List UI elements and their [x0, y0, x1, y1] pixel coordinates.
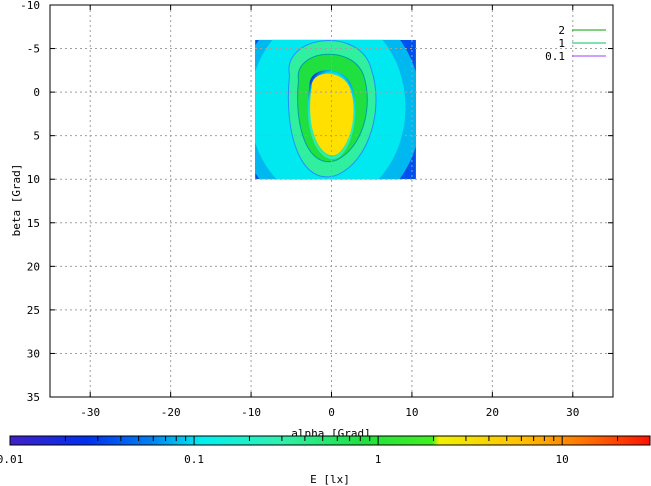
legend-label: 0.1 [545, 50, 565, 63]
y-tick-label: 15 [27, 217, 40, 230]
heatmap-cells [255, 39, 416, 180]
colorbar-label: E [lx] [310, 473, 350, 486]
axis-ticks: -30 -20 -10 0 10 20 30 -10 -5 0 5 10 15 20 25 30 35 [20, 0, 613, 419]
colorbar-tick-label: 0.1 [184, 453, 204, 466]
x-tick-label: 0 [328, 406, 335, 419]
y-tick-label: 20 [27, 260, 40, 273]
y-tick-label: -5 [27, 43, 40, 56]
colorbar: 0.01 0.1 1 10 [0, 435, 651, 466]
heatmap-layer [255, 39, 416, 180]
peak-region [310, 73, 354, 156]
colorbar-tick-label: 0.01 [0, 453, 23, 466]
legend-label: 1 [558, 37, 565, 50]
x-tick-label: -20 [161, 406, 181, 419]
y-tick-label: 35 [27, 391, 40, 404]
colorbar-tick-label: 1 [375, 453, 382, 466]
y-tick-label: 0 [33, 86, 40, 99]
y-tick-label: 30 [27, 347, 40, 360]
y-tick-label: 25 [27, 304, 40, 317]
legend-label: 2 [558, 24, 565, 37]
y-tick-label: 5 [33, 130, 40, 143]
legend: 210.1 [545, 24, 606, 63]
x-tick-label: 20 [486, 406, 499, 419]
x-tick-label: -30 [80, 406, 100, 419]
y-tick-label: -10 [20, 0, 40, 12]
x-tick-label: 30 [566, 406, 579, 419]
x-tick-label: -10 [241, 406, 261, 419]
y-tick-label: 10 [27, 173, 40, 186]
colorbar-tick-label: 10 [556, 453, 569, 466]
y-axis-label: beta [Grad] [10, 164, 23, 237]
x-tick-label: 10 [405, 406, 418, 419]
